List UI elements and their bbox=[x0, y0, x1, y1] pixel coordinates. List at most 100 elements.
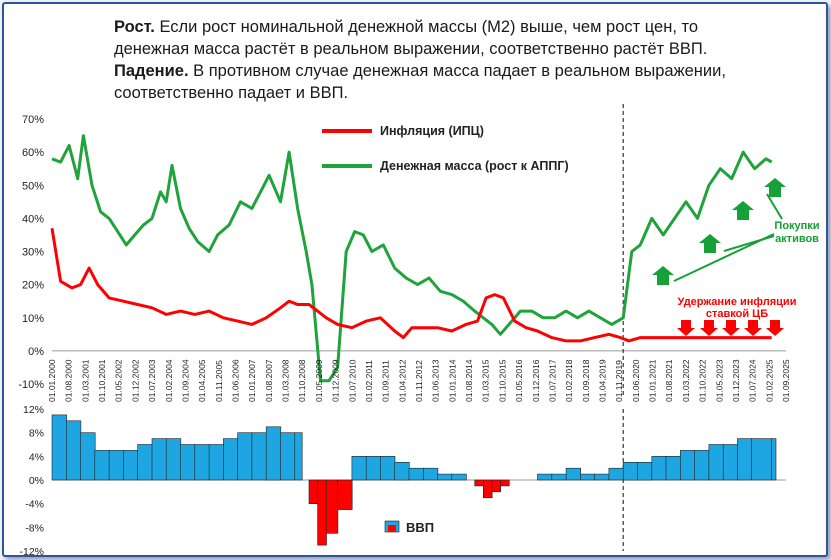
x-tick-label: 01.08.2007 bbox=[264, 359, 274, 402]
inflation-line bbox=[50, 228, 772, 343]
gdp-bar bbox=[208, 444, 225, 481]
x-axis-labels: 01.01.2000 01.08.2000 01.03.2001 01.10.2001… bbox=[47, 359, 791, 402]
x-tick-label: 01.09.2011 bbox=[381, 360, 391, 402]
gdp-bar bbox=[80, 432, 96, 481]
gdp-bar bbox=[580, 473, 596, 481]
gdp-bar bbox=[551, 473, 567, 481]
gdp-bar bbox=[365, 455, 382, 481]
x-tick-label: 01.09.2018 bbox=[581, 359, 591, 402]
bottom-y-tick-label: -8% bbox=[25, 522, 44, 534]
x-tick-label: 01.12.2002 bbox=[130, 359, 140, 402]
top-y-tick-label: 10% bbox=[22, 313, 44, 325]
down-arrow-icon bbox=[722, 320, 740, 336]
x-tick-label: 01.08.2021 bbox=[664, 359, 674, 402]
x-tick-label: 01.03.2015 bbox=[481, 359, 491, 402]
x-tick-label: 01.08.2000 bbox=[64, 359, 74, 402]
gdp-bar bbox=[380, 455, 396, 481]
x-tick-label: 01.03.2022 bbox=[681, 359, 691, 402]
buy-assets-label: Покупки bbox=[774, 220, 819, 232]
x-tick-label: 01.12.2023 bbox=[731, 359, 741, 402]
x-tick-label: 01.07.2003 bbox=[147, 359, 157, 402]
top-legend: Инфляция (ИПЦ) Денежная масса (рост к АПП… bbox=[322, 124, 569, 173]
gdp-bar bbox=[325, 479, 339, 534]
bottom-y-tick-label: 12% bbox=[23, 404, 44, 416]
chart-header: Рост. Если рост номинальной денежной мас… bbox=[114, 16, 774, 104]
gdp-bar bbox=[308, 479, 319, 505]
header-line-2: денежная масса растёт в реальном выражен… bbox=[114, 40, 708, 58]
pointer-line bbox=[723, 235, 775, 252]
bottom-y-tick-label: -4% bbox=[25, 499, 44, 511]
top-chart-series bbox=[50, 134, 773, 383]
x-tick-label: 01.12.2009 bbox=[331, 359, 341, 402]
up-arrow-icon bbox=[652, 266, 674, 285]
x-tick-label: 01.02.2011 bbox=[364, 360, 374, 402]
gdp-bar bbox=[622, 461, 639, 481]
x-tick-label: 01.11.2019 bbox=[614, 360, 624, 402]
x-tick-label: 01.07.2024 bbox=[748, 359, 758, 402]
money-supply-line bbox=[51, 134, 773, 383]
gdp-bar bbox=[265, 426, 282, 481]
x-tick-label: 01.03.2001 bbox=[80, 359, 90, 402]
up-arrow-icon bbox=[699, 234, 721, 253]
bottom-y-tick-label: -12% bbox=[19, 546, 44, 555]
x-tick-label: 01.05.2009 bbox=[314, 359, 324, 402]
gdp-bar bbox=[108, 450, 124, 481]
x-tick-label: 01.01.2007 bbox=[247, 359, 257, 402]
x-tick-label: 01.05.2016 bbox=[514, 359, 524, 402]
x-tick-label: 01.10.2008 bbox=[297, 359, 307, 402]
gdp-bar bbox=[137, 444, 153, 481]
header-line-4: соответственно падает и ВВП. bbox=[114, 84, 349, 102]
bottom-chart-series bbox=[51, 414, 777, 546]
hold-inflation-label: Удержание инфляции bbox=[678, 296, 797, 308]
gdp-bar bbox=[422, 467, 439, 481]
gdp-bar bbox=[51, 414, 67, 481]
x-tick-label: 01.01.2014 bbox=[447, 359, 457, 402]
gdp-bar bbox=[223, 438, 239, 481]
gdp-bar bbox=[394, 461, 410, 481]
gdp-bar bbox=[665, 455, 681, 481]
top-y-tick-label: 70% bbox=[22, 114, 44, 126]
x-tick-label: 01.02.2018 bbox=[564, 359, 574, 402]
x-tick-label: 01.05.2002 bbox=[114, 359, 124, 402]
down-arrow-icon bbox=[766, 320, 784, 336]
gdp-bar bbox=[708, 444, 724, 481]
gdp-bar bbox=[94, 450, 110, 481]
gdp-bar bbox=[251, 432, 267, 481]
hold-inflation-label: ставкой ЦБ bbox=[706, 308, 768, 320]
x-tick-label: 01.05.2023 bbox=[714, 359, 724, 402]
x-tick-label: 01.02.2025 bbox=[764, 359, 774, 402]
bottom-y-tick-label: 0% bbox=[29, 475, 44, 487]
x-tick-label: 01.02.2004 bbox=[164, 359, 174, 402]
gdp-bar bbox=[337, 479, 353, 510]
x-tick-label: 01.10.2022 bbox=[698, 359, 708, 402]
gdp-bar bbox=[474, 479, 484, 487]
top-y-tick-label: 0% bbox=[28, 346, 44, 358]
top-y-tick-label: 20% bbox=[22, 280, 44, 292]
top-y-tick-label: 60% bbox=[22, 147, 44, 159]
gdp-bar bbox=[123, 450, 139, 481]
gdp-bar bbox=[751, 438, 773, 481]
gdp-bar bbox=[451, 473, 467, 481]
up-arrow-icon bbox=[764, 178, 786, 197]
gdp-bar bbox=[594, 473, 610, 481]
header-line-3: В противном случае денежная масса падает… bbox=[188, 62, 726, 80]
gdp-bar bbox=[608, 467, 624, 481]
top-y-tick-label: -10% bbox=[18, 379, 44, 391]
x-tick-label: 01.10.2001 bbox=[97, 359, 107, 402]
up-arrow-icon bbox=[732, 201, 754, 220]
gdp-bar bbox=[722, 444, 739, 481]
gdp-bar bbox=[194, 444, 210, 481]
header-line-1: Если рост номинальной денежной массы (М2… bbox=[154, 18, 699, 36]
down-arrow-icon bbox=[677, 320, 695, 336]
gdp-bar bbox=[437, 473, 453, 481]
gdp-bar bbox=[237, 432, 253, 481]
gdp-bar bbox=[482, 479, 493, 499]
buy-assets-label: активов bbox=[775, 233, 819, 245]
bottom-legend: ВВП bbox=[384, 520, 434, 535]
gdp-bar bbox=[771, 438, 777, 481]
x-tick-label: 01.03.2008 bbox=[281, 359, 291, 402]
x-tick-label: 01.07.2010 bbox=[347, 359, 357, 402]
bottom-y-tick-label: 8% bbox=[29, 428, 44, 440]
gdp-bar bbox=[679, 450, 696, 481]
